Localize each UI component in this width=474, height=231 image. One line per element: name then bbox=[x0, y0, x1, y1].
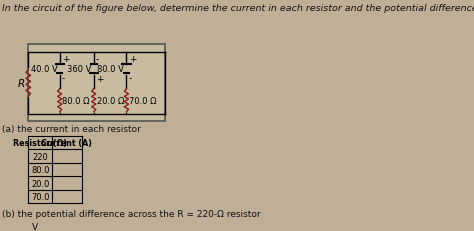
Text: R: R bbox=[18, 79, 25, 88]
Text: (b) the potential difference across the R = 220-Ω resistor: (b) the potential difference across the … bbox=[2, 209, 260, 218]
Text: 20.0: 20.0 bbox=[31, 179, 49, 188]
Text: 20.0 Ω: 20.0 Ω bbox=[97, 96, 124, 105]
Text: (a) the current in each resistor: (a) the current in each resistor bbox=[2, 125, 141, 134]
Text: 40.0 V: 40.0 V bbox=[31, 65, 57, 74]
Text: 80.0 V: 80.0 V bbox=[97, 65, 124, 74]
Text: -: - bbox=[129, 74, 132, 83]
Text: 70.0: 70.0 bbox=[31, 192, 49, 201]
Text: V: V bbox=[32, 222, 38, 231]
Text: 220: 220 bbox=[32, 152, 48, 161]
Text: 80.0 Ω: 80.0 Ω bbox=[63, 96, 90, 105]
Text: +: + bbox=[62, 55, 70, 64]
Text: Resistor (Ω): Resistor (Ω) bbox=[13, 139, 67, 148]
Bar bbox=[28, 45, 164, 122]
Text: In the circuit of the figure below, determine the current in each resistor and t: In the circuit of the figure below, dete… bbox=[2, 4, 474, 13]
Text: +: + bbox=[96, 74, 103, 83]
Text: Current (A): Current (A) bbox=[42, 139, 92, 148]
Text: 80.0: 80.0 bbox=[31, 165, 49, 174]
Text: -: - bbox=[62, 74, 65, 83]
Text: 360 V: 360 V bbox=[67, 65, 91, 74]
Text: -: - bbox=[96, 55, 99, 64]
Text: +: + bbox=[129, 55, 136, 64]
Text: 70.0 Ω: 70.0 Ω bbox=[129, 96, 157, 105]
